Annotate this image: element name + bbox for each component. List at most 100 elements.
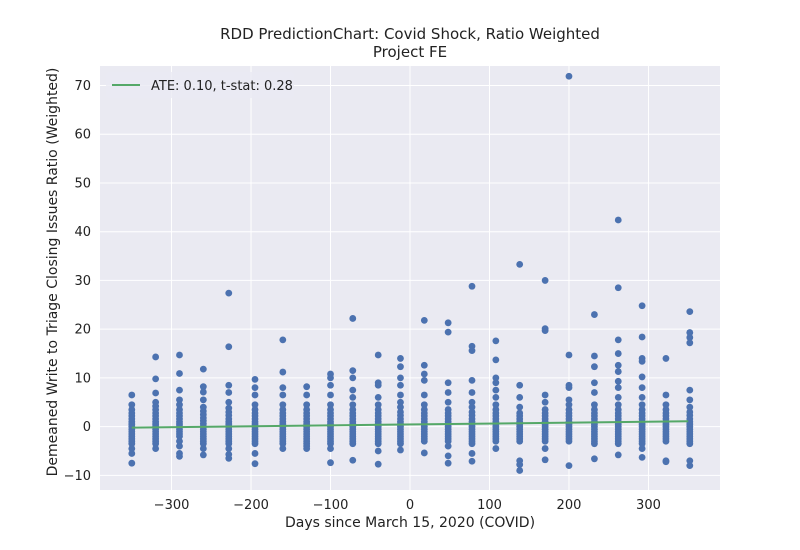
scatter-point: [492, 386, 500, 394]
scatter-point: [686, 396, 694, 404]
scatter-point: [420, 437, 428, 445]
scatter-point: [176, 396, 183, 404]
scatter-point: [303, 401, 311, 409]
scatter-point: [152, 445, 160, 452]
scatter-point: [614, 284, 622, 292]
x-tick-label: 0: [406, 498, 414, 513]
scatter-point: [516, 381, 524, 389]
scatter-point: [591, 401, 598, 409]
scatter-point: [128, 450, 136, 457]
scatter-point: [397, 363, 404, 371]
scatter-point: [614, 368, 622, 375]
scatter-point: [225, 440, 233, 448]
scatter-point: [374, 351, 382, 359]
scatter-point: [397, 398, 404, 406]
scatter-point: [638, 384, 646, 392]
scatter-point: [565, 462, 573, 470]
scatter-point: [516, 394, 524, 401]
scatter-point: [327, 401, 334, 409]
scatter-point: [420, 376, 428, 384]
scatter-point: [420, 361, 428, 369]
scatter-point: [614, 361, 622, 369]
scatter-point: [374, 460, 382, 468]
scatter-point: [638, 373, 646, 381]
scatter-point: [638, 302, 646, 310]
scatter-point: [444, 379, 452, 387]
y-tick-label: 0: [83, 420, 91, 435]
scatter-point: [374, 381, 382, 389]
scatter-point: [591, 363, 598, 371]
scatter-point: [349, 440, 357, 448]
scatter-point: [225, 454, 233, 462]
y-tick-label: 70: [74, 79, 91, 94]
grid-lines: [100, 66, 720, 490]
scatter-point: [199, 396, 207, 404]
scatter-point: [614, 384, 622, 392]
scatter-point: [152, 389, 160, 397]
x-tick-label: 100: [477, 498, 502, 513]
scatter-point: [686, 440, 694, 448]
scatter-point: [492, 401, 500, 409]
x-tick-label: −200: [233, 498, 269, 513]
x-tick-label: −300: [154, 498, 190, 513]
scatter-point: [662, 391, 670, 399]
scatter-point: [374, 401, 382, 409]
scatter-point: [591, 379, 598, 387]
scatter-point: [303, 391, 311, 399]
scatter-point: [565, 401, 573, 409]
scatter-point: [492, 374, 500, 382]
scatter-point: [420, 449, 428, 457]
scatter-point: [565, 396, 573, 404]
scatter-point: [614, 440, 622, 448]
scatter-point: [279, 384, 287, 392]
scatter-point: [251, 460, 259, 468]
scatter-point: [327, 374, 334, 382]
scatter-point: [565, 351, 573, 359]
scatter-point: [279, 445, 287, 452]
scatter-point: [444, 442, 452, 450]
scatter-point: [444, 459, 452, 467]
scatter-point: [128, 440, 136, 448]
x-tick-label: −100: [313, 498, 349, 513]
scatter-point: [199, 383, 207, 391]
scatter-point: [662, 401, 670, 409]
scatter-point: [303, 445, 311, 452]
fit-line-group: [131, 420, 689, 429]
y-tick-label: 10: [74, 371, 91, 386]
scatter-point: [492, 337, 500, 345]
scatter-point: [468, 440, 476, 448]
chart-title: RDD PredictionChart: Covid Shock, Ratio …: [220, 25, 600, 43]
scatter-point: [638, 357, 646, 365]
scatter-point: [176, 452, 183, 460]
scatter-point: [279, 401, 287, 409]
scatter-point: [541, 277, 549, 284]
scatter-point: [565, 72, 573, 80]
scatter-point: [565, 437, 573, 445]
scatter-point: [225, 343, 233, 351]
scatter-point: [468, 347, 476, 355]
scatter-point: [349, 367, 357, 374]
scatter-point: [638, 401, 646, 409]
scatter-point: [686, 329, 694, 336]
scatter-point: [176, 437, 183, 445]
scatter-point: [444, 389, 452, 396]
scatter-point: [492, 437, 500, 445]
y-tick-label: 60: [74, 128, 91, 143]
scatter-point: [327, 440, 334, 448]
scatter-point: [303, 383, 311, 391]
scatter-point: [541, 456, 549, 464]
scatter-point: [468, 457, 476, 465]
scatter-point: [686, 339, 694, 347]
scatter-point: [152, 353, 160, 361]
scatter-point: [176, 432, 183, 440]
scatter-point: [225, 398, 233, 406]
y-tick-label: 20: [74, 323, 91, 338]
scatter-point: [565, 384, 573, 392]
scatter-point: [468, 389, 476, 396]
scatter-point: [279, 368, 287, 376]
scatter-point: [614, 216, 622, 224]
scatter-point: [516, 467, 524, 474]
scatter-point: [541, 437, 549, 445]
scatter-point: [397, 391, 404, 399]
scatter-point: [420, 401, 428, 409]
